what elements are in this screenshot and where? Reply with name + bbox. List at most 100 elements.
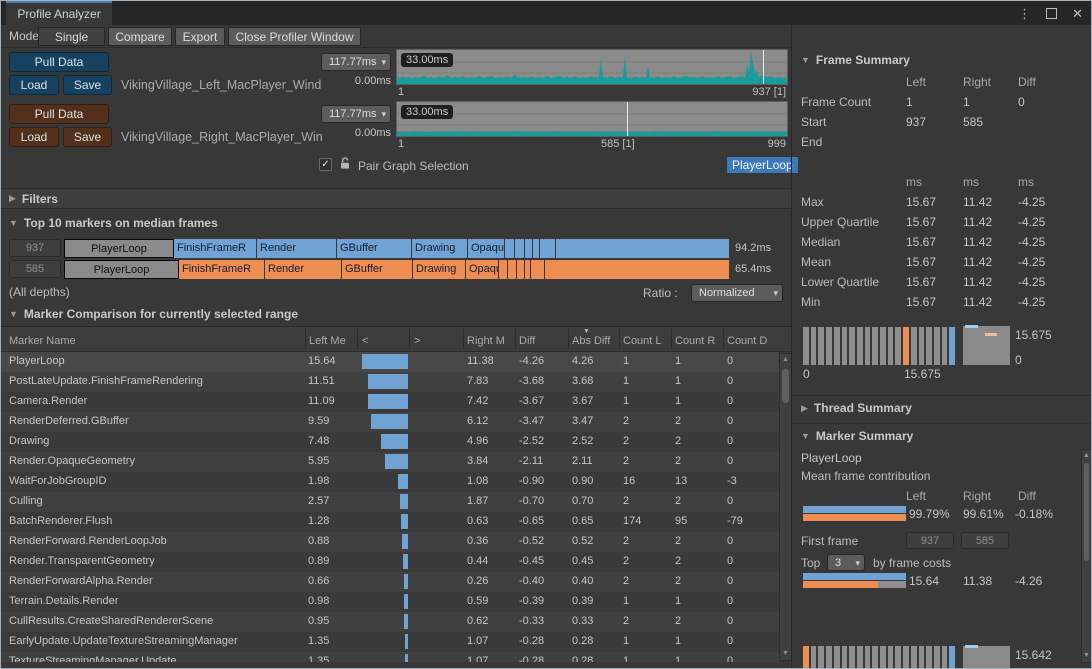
histogram-bar <box>826 646 832 669</box>
first-frame-left-button[interactable]: 937 <box>906 532 954 549</box>
kebab-menu-icon[interactable]: ⋮ <box>1018 7 1031 20</box>
top10-segment[interactable] <box>556 239 730 258</box>
top10-segment-playerloop[interactable]: PlayerLoop <box>64 260 179 279</box>
right-graph-selection-line[interactable] <box>627 102 628 136</box>
marker-summary-header[interactable]: ▼ Marker Summary <box>801 429 913 443</box>
table-row[interactable]: Drawing7.484.96-2.522.52220 <box>1 432 779 452</box>
top10-segment[interactable] <box>545 260 730 279</box>
table-row[interactable]: Camera.Render11.097.42-3.673.67110 <box>1 392 779 412</box>
table-row[interactable]: Terrain.Details.Render0.980.59-0.390.391… <box>1 592 779 612</box>
top10-header[interactable]: ▼ Top 10 markers on median frames <box>9 216 218 230</box>
top10-segment-render[interactable]: Render <box>257 239 337 258</box>
top10-segment-finishframer[interactable]: FinishFrameR <box>174 239 257 258</box>
table-row[interactable]: EarlyUpdate.UpdateTextureStreamingManage… <box>1 632 779 652</box>
top10-frame-left-button[interactable]: 937 <box>9 239 61 257</box>
histogram-bar <box>857 646 863 669</box>
table-row[interactable]: TextureStreamingManager.Update1.351.07-0… <box>1 652 779 662</box>
scroll-up-icon[interactable]: ▲ <box>1082 451 1091 461</box>
column-count-diff[interactable]: Count D <box>727 335 771 347</box>
ratio-dropdown[interactable]: Normalized ▾ <box>691 284 783 302</box>
save-right-button[interactable]: Save <box>63 127 112 147</box>
table-row[interactable]: Render.OpaqueGeometry5.953.84-2.112.1122… <box>1 452 779 472</box>
column-marker-name[interactable]: Marker Name <box>9 335 301 347</box>
top10-segment-opaqu[interactable]: Opaqu <box>466 260 499 279</box>
right-filename: VikingVillage_Right_MacPlayer_Win <box>121 130 323 144</box>
top-count-dropdown[interactable]: 3 ▾ <box>827 554 865 571</box>
tab-profile-analyzer[interactable]: Profile Analyzer <box>6 1 112 25</box>
top10-segment-playerloop[interactable]: PlayerLoop <box>64 239 174 258</box>
right-frame-graph[interactable]: 33.00ms <box>396 101 788 137</box>
top10-frame-right-button[interactable]: 585 <box>9 260 61 278</box>
column-right-median[interactable]: Right M <box>467 335 511 347</box>
top10-segment-drawing[interactable]: Drawing <box>413 260 466 279</box>
top10-segment[interactable] <box>540 239 556 258</box>
column-right-bar[interactable]: > <box>414 335 458 347</box>
column-left-median[interactable]: Left Me <box>309 335 353 347</box>
table-row[interactable]: RenderForwardAlpha.Render0.660.26-0.400.… <box>1 572 779 592</box>
filters-bar[interactable]: ▶ Filters <box>1 188 791 209</box>
histogram-bar <box>911 646 917 669</box>
frame-summary-header[interactable]: ▼ Frame Summary <box>801 53 910 67</box>
table-row[interactable]: Render.TransparentGeometry0.890.44-0.450… <box>1 552 779 572</box>
table-row[interactable]: PostLateUpdate.FinishFrameRendering11.51… <box>1 372 779 392</box>
comparison-header[interactable]: ▼ Marker Comparison for currently select… <box>9 307 298 321</box>
table-row[interactable]: BatchRenderer.Flush1.280.63-0.650.651749… <box>1 512 779 532</box>
top10-segment[interactable] <box>517 260 525 279</box>
left-graph-selection-line[interactable] <box>763 50 764 84</box>
column-left-bar[interactable]: < <box>362 335 404 347</box>
close-profiler-window-button[interactable]: Close Profiler Window <box>228 27 361 46</box>
load-left-button[interactable]: Load <box>9 75 59 95</box>
frame-summary-title: Frame Summary <box>816 53 910 67</box>
scrollbar-thumb[interactable] <box>1084 463 1089 561</box>
thread-summary-header[interactable]: ▶ Thread Summary <box>801 401 912 415</box>
scroll-down-icon[interactable]: ▼ <box>780 649 791 659</box>
right-panel-scrollbar[interactable]: ▲ ▼ <box>1081 449 1092 663</box>
table-row[interactable]: RenderForward.RenderLoopJob0.880.36-0.52… <box>1 532 779 552</box>
top10-segment[interactable] <box>508 260 517 279</box>
top10-segment[interactable] <box>499 260 508 279</box>
column-abs-diff[interactable]: Abs Diff <box>572 335 616 347</box>
top10-segment-drawing[interactable]: Drawing <box>412 239 468 258</box>
left-range-dropdown[interactable]: 117.77ms ▾ <box>321 53 391 71</box>
mode-compare-button[interactable]: Compare <box>108 27 172 46</box>
pull-left-button[interactable]: Pull Data <box>9 52 109 72</box>
table-row[interactable]: WaitForJobGroupID1.981.08-0.900.901613-3 <box>1 472 779 492</box>
scrollbar-thumb[interactable] <box>782 369 789 403</box>
pull-right-button[interactable]: Pull Data <box>9 104 109 124</box>
mode-single-button[interactable]: Single <box>38 27 105 46</box>
column-count-right[interactable]: Count R <box>675 335 719 347</box>
selected-marker-chip[interactable]: PlayerLoop <box>727 157 798 173</box>
close-icon[interactable]: ✕ <box>1072 7 1083 20</box>
histogram-bar <box>803 327 809 365</box>
first-frame-right-button[interactable]: 585 <box>961 532 1009 549</box>
right-range-dropdown[interactable]: 117.77ms ▾ <box>321 105 391 123</box>
top10-segment-gbuffer[interactable]: GBuffer <box>337 239 412 258</box>
top10-segment[interactable] <box>525 239 533 258</box>
window-controls: ⋮ ✕ <box>1018 1 1083 25</box>
scroll-down-icon[interactable]: ▼ <box>1082 651 1091 661</box>
save-left-button[interactable]: Save <box>63 75 112 95</box>
diff-bar <box>398 474 408 489</box>
top10-segment-gbuffer[interactable]: GBuffer <box>342 260 413 279</box>
top10-segment-render[interactable]: Render <box>265 260 342 279</box>
table-row[interactable]: RenderDeferred.GBuffer9.596.12-3.473.472… <box>1 412 779 432</box>
table-row[interactable]: PlayerLoop15.6411.38-4.264.26110 <box>1 352 779 372</box>
top10-segment[interactable] <box>505 239 515 258</box>
top10-segment-opaqu[interactable]: Opaqu <box>468 239 505 258</box>
pair-graph-selection-checkbox[interactable]: ✓ <box>319 158 332 171</box>
histogram-bar <box>895 646 901 669</box>
top10-segment[interactable] <box>515 239 525 258</box>
maximize-icon[interactable] <box>1046 8 1057 19</box>
top10-segment-finishframer[interactable]: FinishFrameR <box>179 260 265 279</box>
scroll-up-icon[interactable]: ▲ <box>780 355 791 365</box>
load-right-button[interactable]: Load <box>9 127 59 147</box>
column-count-left[interactable]: Count L <box>623 335 667 347</box>
export-button[interactable]: Export <box>175 27 225 46</box>
top10-segment[interactable] <box>533 239 540 258</box>
column-diff[interactable]: Diff <box>519 335 563 347</box>
unlock-icon[interactable] <box>339 156 351 173</box>
left-frame-graph[interactable]: 33.00ms <box>396 49 788 85</box>
table-row[interactable]: CullResults.CreateSharedRendererScene0.9… <box>1 612 779 632</box>
top10-segment[interactable] <box>531 260 545 279</box>
table-row[interactable]: Culling2.571.87-0.700.70220 <box>1 492 779 512</box>
